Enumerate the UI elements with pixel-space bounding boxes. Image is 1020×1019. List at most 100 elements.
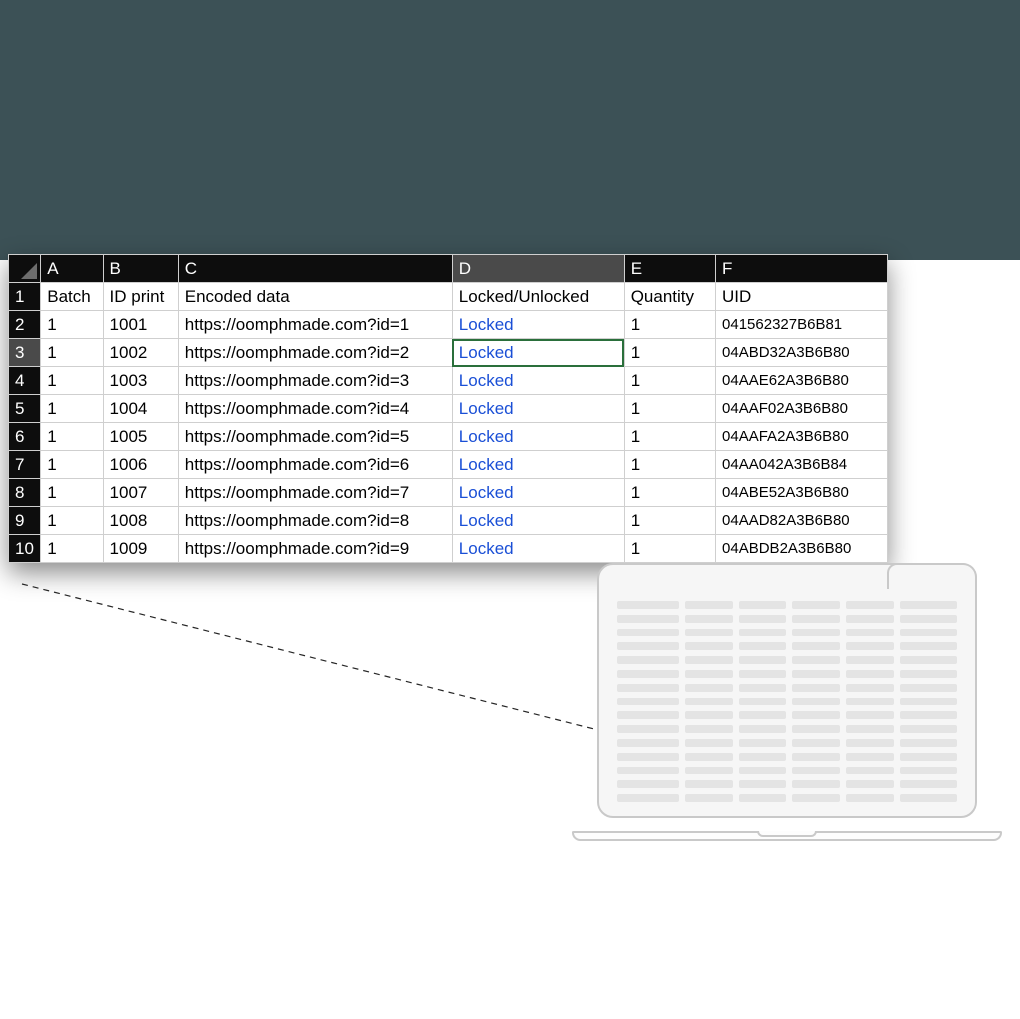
cell-B3[interactable]: 1002 [103, 339, 178, 367]
cell-F5[interactable]: 04AAF02A3B6B80 [716, 395, 888, 423]
column-header-F[interactable]: F [716, 255, 888, 283]
cell-F9[interactable]: 04AAD82A3B6B80 [716, 507, 888, 535]
laptop-tab [887, 563, 977, 589]
table-row: 711006https://oomphmade.com?id=6Locked10… [9, 451, 888, 479]
cell-E8[interactable]: 1 [624, 479, 715, 507]
cell-A9[interactable]: 1 [41, 507, 103, 535]
cell-C5[interactable]: https://oomphmade.com?id=4 [178, 395, 452, 423]
row-header-3[interactable]: 3 [9, 339, 41, 367]
cell-F1[interactable]: UID [716, 283, 888, 311]
laptop-row [617, 767, 957, 775]
column-header-C[interactable]: C [178, 255, 452, 283]
row-header-1[interactable]: 1 [9, 283, 41, 311]
cell-E4[interactable]: 1 [624, 367, 715, 395]
row-header-10[interactable]: 10 [9, 535, 41, 563]
spreadsheet-grid[interactable]: ABCDEF 1BatchID printEncoded dataLocked/… [8, 254, 888, 563]
column-header-A[interactable]: A [41, 255, 103, 283]
cell-F3[interactable]: 04ABD32A3B6B80 [716, 339, 888, 367]
cell-A10[interactable]: 1 [41, 535, 103, 563]
cell-F4[interactable]: 04AAE62A3B6B80 [716, 367, 888, 395]
column-letter-row: ABCDEF [9, 255, 888, 283]
cell-E7[interactable]: 1 [624, 451, 715, 479]
laptop-row [617, 794, 957, 802]
row-header-7[interactable]: 7 [9, 451, 41, 479]
column-header-D[interactable]: D [452, 255, 624, 283]
column-header-E[interactable]: E [624, 255, 715, 283]
header-band [0, 0, 1020, 260]
cell-F10[interactable]: 04ABDB2A3B6B80 [716, 535, 888, 563]
row-header-9[interactable]: 9 [9, 507, 41, 535]
laptop-row [617, 753, 957, 761]
cell-C7[interactable]: https://oomphmade.com?id=6 [178, 451, 452, 479]
cell-D3[interactable]: Locked [452, 339, 624, 367]
cell-C10[interactable]: https://oomphmade.com?id=9 [178, 535, 452, 563]
table-row: 1011009https://oomphmade.com?id=9Locked1… [9, 535, 888, 563]
cell-D1[interactable]: Locked/Unlocked [452, 283, 624, 311]
cell-E9[interactable]: 1 [624, 507, 715, 535]
cell-E6[interactable]: 1 [624, 423, 715, 451]
laptop-row [617, 629, 957, 637]
laptop-rows [617, 601, 957, 802]
row-header-4[interactable]: 4 [9, 367, 41, 395]
row-header-6[interactable]: 6 [9, 423, 41, 451]
cell-B4[interactable]: 1003 [103, 367, 178, 395]
cell-D4[interactable]: Locked [452, 367, 624, 395]
cell-F6[interactable]: 04AAFA2A3B6B80 [716, 423, 888, 451]
row-header-2[interactable]: 2 [9, 311, 41, 339]
table-row: 211001https://oomphmade.com?id=1Locked10… [9, 311, 888, 339]
cell-B9[interactable]: 1008 [103, 507, 178, 535]
laptop-row [617, 642, 957, 650]
cell-E5[interactable]: 1 [624, 395, 715, 423]
cell-F2[interactable]: 041562327B6B81 [716, 311, 888, 339]
cell-B10[interactable]: 1009 [103, 535, 178, 563]
cell-B8[interactable]: 1007 [103, 479, 178, 507]
cell-C4[interactable]: https://oomphmade.com?id=3 [178, 367, 452, 395]
cell-B6[interactable]: 1005 [103, 423, 178, 451]
cell-C3[interactable]: https://oomphmade.com?id=2 [178, 339, 452, 367]
cell-A7[interactable]: 1 [41, 451, 103, 479]
spreadsheet: ABCDEF 1BatchID printEncoded dataLocked/… [8, 254, 888, 563]
cell-C1[interactable]: Encoded data [178, 283, 452, 311]
cell-C9[interactable]: https://oomphmade.com?id=8 [178, 507, 452, 535]
row-header-5[interactable]: 5 [9, 395, 41, 423]
cell-D10[interactable]: Locked [452, 535, 624, 563]
select-all-corner[interactable] [9, 255, 41, 283]
cell-A5[interactable]: 1 [41, 395, 103, 423]
cell-B1[interactable]: ID print [103, 283, 178, 311]
cell-F7[interactable]: 04AA042A3B6B84 [716, 451, 888, 479]
cell-A4[interactable]: 1 [41, 367, 103, 395]
cell-E10[interactable]: 1 [624, 535, 715, 563]
cell-B2[interactable]: 1001 [103, 311, 178, 339]
cell-C6[interactable]: https://oomphmade.com?id=5 [178, 423, 452, 451]
cell-F8[interactable]: 04ABE52A3B6B80 [716, 479, 888, 507]
cell-E3[interactable]: 1 [624, 339, 715, 367]
cell-D7[interactable]: Locked [452, 451, 624, 479]
laptop-row [617, 780, 957, 788]
cell-D9[interactable]: Locked [452, 507, 624, 535]
table-row: 1BatchID printEncoded dataLocked/Unlocke… [9, 283, 888, 311]
laptop-row [617, 725, 957, 733]
cell-C8[interactable]: https://oomphmade.com?id=7 [178, 479, 452, 507]
cell-B7[interactable]: 1006 [103, 451, 178, 479]
laptop-row [617, 698, 957, 706]
cell-C2[interactable]: https://oomphmade.com?id=1 [178, 311, 452, 339]
table-row: 311002https://oomphmade.com?id=2Locked10… [9, 339, 888, 367]
laptop-row [617, 711, 957, 719]
laptop-row [617, 615, 957, 623]
cell-E1[interactable]: Quantity [624, 283, 715, 311]
cell-A1[interactable]: Batch [41, 283, 103, 311]
column-header-B[interactable]: B [103, 255, 178, 283]
cell-E2[interactable]: 1 [624, 311, 715, 339]
cell-D6[interactable]: Locked [452, 423, 624, 451]
cell-D2[interactable]: Locked [452, 311, 624, 339]
cell-A6[interactable]: 1 [41, 423, 103, 451]
cell-A8[interactable]: 1 [41, 479, 103, 507]
laptop-base [572, 831, 1002, 845]
cell-B5[interactable]: 1004 [103, 395, 178, 423]
row-header-8[interactable]: 8 [9, 479, 41, 507]
cell-D8[interactable]: Locked [452, 479, 624, 507]
table-row: 511004https://oomphmade.com?id=4Locked10… [9, 395, 888, 423]
cell-A2[interactable]: 1 [41, 311, 103, 339]
cell-D5[interactable]: Locked [452, 395, 624, 423]
cell-A3[interactable]: 1 [41, 339, 103, 367]
